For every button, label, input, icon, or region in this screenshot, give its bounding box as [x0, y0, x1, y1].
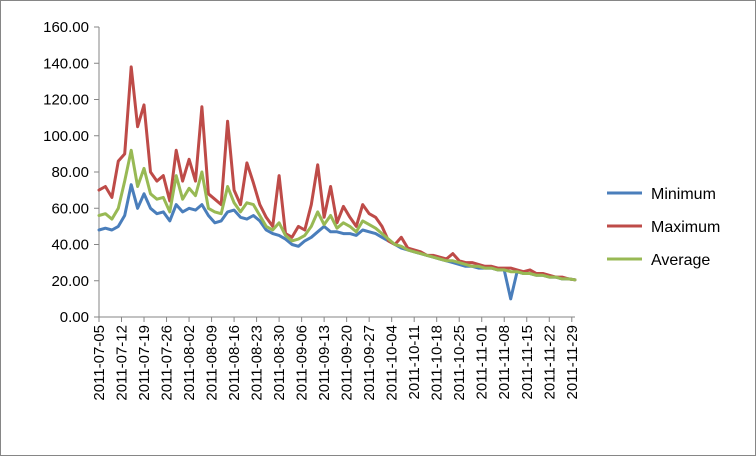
x-axis-tick-labels: 2011-07-05 2011-07-12 2011-07-19 2011-07-26…	[91, 325, 581, 401]
x-tick-label: 2011-10-25	[451, 325, 468, 401]
x-tick-label: 2011-08-16	[226, 325, 243, 401]
x-tick-label: 2011-09-20	[339, 325, 356, 401]
x-tick-label: 2011-07-26	[159, 325, 176, 401]
x-tick-label: 2011-11-01	[474, 325, 491, 400]
x-tick-label: 2011-11-22	[541, 325, 558, 400]
y-tick-label: 20.00	[51, 273, 89, 290]
axes	[94, 26, 575, 322]
x-tick-label: 2011-09-27	[361, 325, 378, 401]
x-tick-label: 2011-07-19	[136, 325, 153, 401]
y-tick-label: 0.00	[60, 309, 89, 326]
legend-label-average: Average	[651, 252, 710, 269]
x-tick-label: 2011-10-11	[406, 325, 423, 400]
y-tick-label: 60.00	[51, 200, 89, 217]
x-tick-label: 2011-11-08	[496, 325, 513, 400]
series-line-average	[97, 148, 577, 282]
y-tick-label: 100.00	[43, 128, 89, 145]
y-tick-label: 80.00	[51, 164, 89, 181]
x-tick-label: 2011-09-06	[294, 325, 311, 401]
y-tick-label: 140.00	[43, 55, 89, 72]
x-tick-label: 2011-11-15	[519, 325, 536, 400]
series-line-maximum	[97, 65, 577, 282]
legend: Minimum Maximum Average	[607, 186, 720, 269]
legend-label-maximum: Maximum	[651, 219, 720, 236]
x-tick-label: 2011-09-13	[316, 325, 333, 401]
y-axis-tick-labels: 0.00 20.00 40.00 60.00 80.00 100.00 120.00 140.…	[43, 19, 89, 326]
x-tick-label: 2011-07-05	[91, 325, 108, 401]
x-tick-label: 2011-08-23	[249, 325, 266, 401]
x-tick-label: 2011-08-02	[181, 325, 198, 401]
x-tick-label: 2011-08-09	[204, 325, 221, 401]
x-tick-label: 2011-10-04	[384, 325, 401, 401]
y-tick-label: 120.00	[43, 92, 89, 109]
x-tick-label: 2011-07-12	[114, 325, 131, 401]
series-lines	[97, 65, 577, 301]
legend-label-minimum: Minimum	[651, 186, 716, 203]
x-tick-label: 2011-08-30	[271, 325, 288, 401]
y-tick-label: 40.00	[51, 237, 89, 254]
y-tick-label: 160.00	[43, 19, 89, 36]
x-tick-label: 2011-11-29	[564, 325, 581, 400]
x-tick-label: 2011-10-18	[429, 325, 446, 401]
